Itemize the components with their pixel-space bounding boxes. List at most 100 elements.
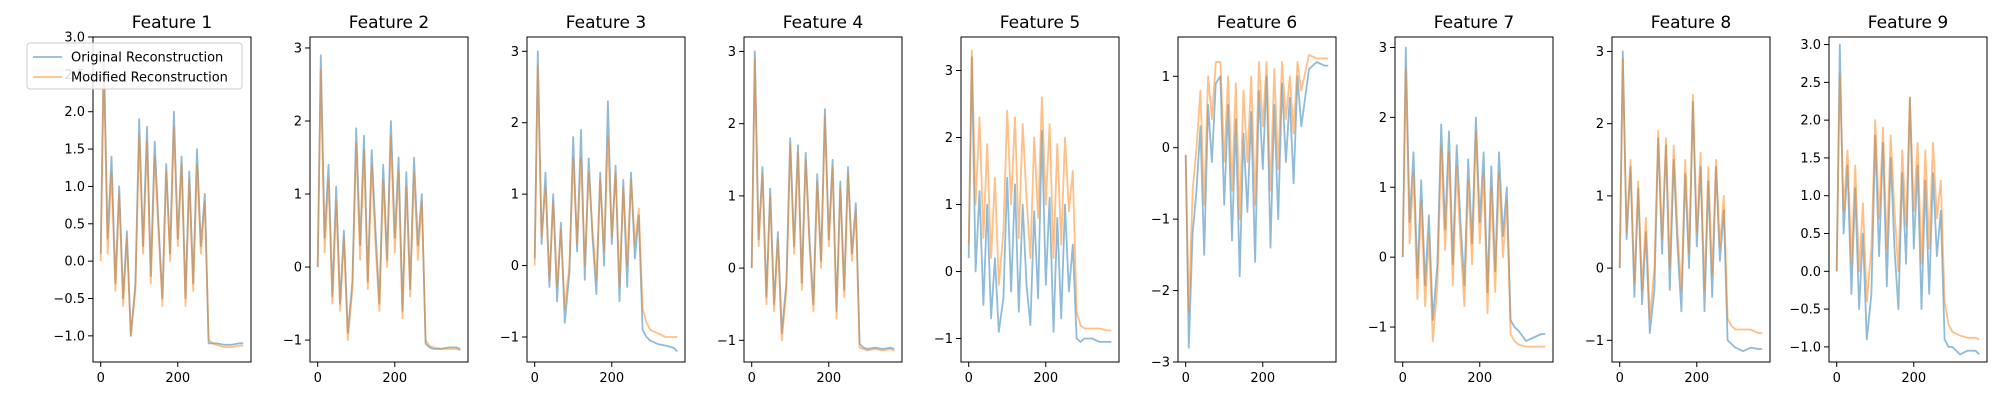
panel-7: Feature 7 0 200 −1 0 1 2 3 bbox=[1368, 13, 1554, 386]
x-tick-label: 0 bbox=[1399, 371, 1407, 386]
y-tick-label: 3 bbox=[728, 45, 736, 60]
axes-frame bbox=[743, 36, 903, 363]
y-tick-label: −1.0 bbox=[53, 329, 85, 344]
x-tick-label: 0 bbox=[314, 371, 322, 386]
panel-4: Feature 4 0 200 −1 0 1 2 3 bbox=[717, 13, 903, 386]
series-line-original bbox=[1184, 61, 1329, 349]
x-tick-label: 200 bbox=[1250, 371, 1275, 386]
x-tick-label: 0 bbox=[1182, 371, 1190, 386]
y-tick-label: 2.0 bbox=[64, 105, 85, 120]
x-tick-label: 200 bbox=[1684, 371, 1709, 386]
y-tick-label: 2 bbox=[1379, 111, 1387, 126]
y-tick-label: −1 bbox=[1151, 213, 1170, 228]
y-tick-label: 3.0 bbox=[1800, 38, 1821, 53]
series-line-modified bbox=[533, 64, 678, 338]
y-tick-label: 2 bbox=[294, 114, 302, 129]
panel-5: Feature 5 0 200 −1 0 1 2 3 bbox=[934, 13, 1120, 386]
x-tick-label: 0 bbox=[1833, 371, 1841, 386]
y-tick-label: −1 bbox=[934, 332, 953, 347]
x-tick-label: 0 bbox=[97, 371, 105, 386]
y-tick-label: −1 bbox=[1368, 321, 1387, 336]
x-tick-label: 0 bbox=[1616, 371, 1624, 386]
panel-title: Feature 6 bbox=[1217, 13, 1297, 33]
axes-frame bbox=[309, 36, 469, 363]
y-tick-label: 0.0 bbox=[64, 255, 85, 270]
series-line-modified bbox=[967, 49, 1112, 332]
y-tick-label: −3 bbox=[1151, 356, 1170, 371]
y-tick-label: −1 bbox=[283, 334, 302, 349]
y-tick-label: 0 bbox=[945, 265, 953, 280]
y-tick-label: 1 bbox=[728, 189, 736, 204]
y-tick-label: 0 bbox=[294, 261, 302, 276]
y-tick-label: −1 bbox=[500, 331, 519, 346]
panel-9: Feature 9 0 200 −1.0 −0.5 0.0 0.5 1.0 1.5 2.0 2.5 3… bbox=[1789, 13, 1988, 386]
y-tick-label: 1.5 bbox=[1800, 151, 1821, 166]
series-line-modified bbox=[99, 58, 244, 349]
x-tick-label: 0 bbox=[531, 371, 539, 386]
legend: Original Reconstruction Modified Reconstr… bbox=[26, 42, 243, 90]
axes-frame bbox=[1177, 36, 1337, 363]
panel-title: Feature 4 bbox=[783, 13, 863, 33]
y-tick-label: −0.5 bbox=[53, 292, 85, 307]
y-tick-label: 1.0 bbox=[1800, 189, 1821, 204]
panel-title: Feature 5 bbox=[1000, 13, 1080, 33]
y-tick-label: 3 bbox=[1596, 45, 1604, 60]
x-tick-label: 200 bbox=[1901, 371, 1926, 386]
axes-frame bbox=[1394, 36, 1554, 363]
y-tick-label: 1.0 bbox=[64, 180, 85, 195]
x-tick-label: 200 bbox=[1467, 371, 1492, 386]
y-tick-label: −1.0 bbox=[1789, 340, 1821, 355]
y-tick-label: 0 bbox=[1379, 251, 1387, 266]
x-tick-label: 200 bbox=[382, 371, 407, 386]
y-tick-label: 3 bbox=[294, 41, 302, 56]
y-tick-label: −2 bbox=[1151, 284, 1170, 299]
legend-label: Modified Reconstruction bbox=[71, 71, 228, 86]
series-line-modified bbox=[316, 69, 461, 352]
y-tick-label: 1 bbox=[1596, 189, 1604, 204]
legend-box bbox=[26, 42, 243, 90]
panel-6: Feature 6 0 200 −3 −2 −1 0 1 bbox=[1151, 13, 1337, 386]
y-tick-label: 2.5 bbox=[1800, 76, 1821, 91]
series-line-modified bbox=[1618, 57, 1763, 335]
axes-frame bbox=[92, 36, 252, 363]
x-tick-label: 200 bbox=[816, 371, 841, 386]
panel-title: Feature 2 bbox=[349, 13, 429, 33]
y-tick-label: 2.0 bbox=[1800, 114, 1821, 129]
y-tick-label: 0.5 bbox=[64, 217, 85, 232]
y-tick-label: 3 bbox=[945, 64, 953, 79]
panel-8: Feature 8 0 200 −1 0 1 2 3 bbox=[1585, 13, 1771, 386]
y-tick-label: 0.5 bbox=[1800, 227, 1821, 242]
y-tick-label: 1 bbox=[511, 188, 519, 203]
y-tick-label: 1.5 bbox=[64, 143, 85, 158]
y-tick-label: 0 bbox=[728, 262, 736, 277]
series-line-modified bbox=[1835, 73, 1980, 341]
panel-title: Feature 1 bbox=[132, 13, 212, 33]
y-tick-label: 1 bbox=[1162, 70, 1170, 85]
y-tick-label: −1 bbox=[717, 334, 736, 349]
axes-frame bbox=[1828, 36, 1988, 363]
y-tick-label: 2 bbox=[945, 131, 953, 146]
y-tick-label: −0.5 bbox=[1789, 303, 1821, 318]
panel-title: Feature 7 bbox=[1434, 13, 1514, 33]
axes-frame bbox=[1611, 36, 1771, 363]
panel-1: Feature 10200−1.0−0.50.00.51.01.52.02.53… bbox=[26, 13, 252, 386]
x-tick-label: 200 bbox=[165, 371, 190, 386]
y-tick-label: 0.0 bbox=[1800, 265, 1821, 280]
y-tick-label: 2 bbox=[511, 116, 519, 131]
series-line-modified bbox=[1401, 67, 1546, 348]
panel-2: Feature 2 0 200 −1 0 1 2 3 bbox=[283, 13, 469, 386]
y-tick-label: 3 bbox=[1379, 41, 1387, 56]
series-line-modified bbox=[1184, 54, 1329, 313]
legend-label: Original Reconstruction bbox=[71, 51, 223, 66]
panel-title: Feature 8 bbox=[1651, 13, 1731, 33]
series-line-original bbox=[1835, 43, 1980, 356]
y-tick-label: 2 bbox=[728, 117, 736, 132]
x-tick-label: 0 bbox=[748, 371, 756, 386]
panel-title: Feature 3 bbox=[566, 13, 646, 33]
series-line-modified bbox=[750, 57, 895, 352]
y-tick-label: 1 bbox=[294, 188, 302, 203]
panel-3: Feature 3 0 200 −1 0 1 2 3 bbox=[500, 13, 686, 386]
y-tick-label: 3 bbox=[511, 45, 519, 60]
y-tick-label: 1 bbox=[1379, 181, 1387, 196]
